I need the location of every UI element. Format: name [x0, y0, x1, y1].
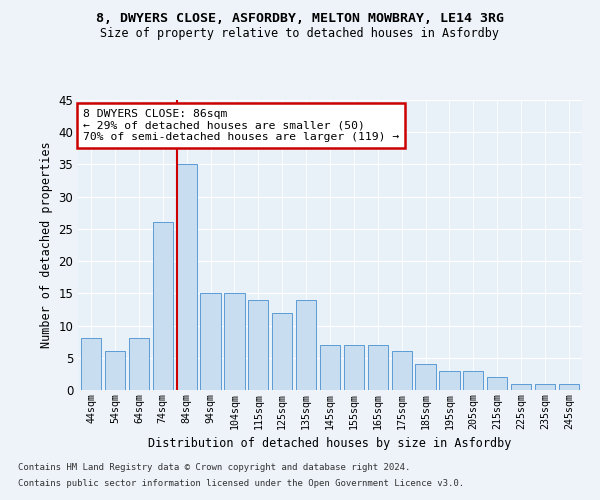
Bar [392, 352, 412, 390]
Bar [535, 384, 555, 390]
X-axis label: Distribution of detached houses by size in Asfordby: Distribution of detached houses by size … [148, 437, 512, 450]
Bar [368, 345, 388, 390]
Bar [272, 312, 292, 390]
Bar [344, 345, 364, 390]
Bar [320, 345, 340, 390]
Y-axis label: Number of detached properties: Number of detached properties [40, 142, 53, 348]
Bar [463, 370, 484, 390]
Bar [224, 294, 245, 390]
Bar [105, 352, 125, 390]
Text: Contains HM Land Registry data © Crown copyright and database right 2024.: Contains HM Land Registry data © Crown c… [18, 464, 410, 472]
Bar [439, 370, 460, 390]
Bar [129, 338, 149, 390]
Bar [176, 164, 197, 390]
Bar [559, 384, 579, 390]
Bar [81, 338, 101, 390]
Bar [415, 364, 436, 390]
Bar [296, 300, 316, 390]
Text: 8 DWYERS CLOSE: 86sqm
← 29% of detached houses are smaller (50)
70% of semi-deta: 8 DWYERS CLOSE: 86sqm ← 29% of detached … [83, 108, 399, 142]
Bar [152, 222, 173, 390]
Text: 8, DWYERS CLOSE, ASFORDBY, MELTON MOWBRAY, LE14 3RG: 8, DWYERS CLOSE, ASFORDBY, MELTON MOWBRA… [96, 12, 504, 26]
Bar [487, 377, 508, 390]
Bar [200, 294, 221, 390]
Text: Size of property relative to detached houses in Asfordby: Size of property relative to detached ho… [101, 28, 499, 40]
Bar [248, 300, 268, 390]
Bar [511, 384, 531, 390]
Text: Contains public sector information licensed under the Open Government Licence v3: Contains public sector information licen… [18, 478, 464, 488]
